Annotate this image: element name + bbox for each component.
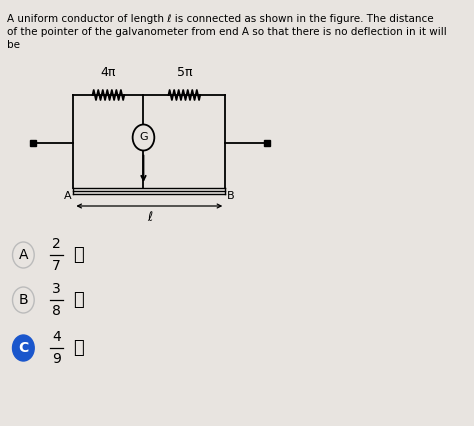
Circle shape bbox=[12, 335, 34, 361]
Text: 2: 2 bbox=[52, 237, 61, 251]
Text: 8: 8 bbox=[52, 304, 61, 318]
Text: of the pointer of the galvanometer from end A so that there is no deflection in : of the pointer of the galvanometer from … bbox=[7, 27, 447, 37]
Text: G: G bbox=[139, 132, 148, 143]
Text: 9: 9 bbox=[52, 352, 61, 366]
Text: B: B bbox=[227, 191, 235, 201]
Text: A: A bbox=[64, 191, 72, 201]
Text: A: A bbox=[18, 248, 28, 262]
Text: B: B bbox=[18, 293, 28, 307]
Text: A uniform conductor of length ℓ is connected as shown in the figure. The distanc: A uniform conductor of length ℓ is conne… bbox=[7, 14, 433, 24]
Text: C: C bbox=[18, 341, 28, 355]
Text: ℓ: ℓ bbox=[73, 246, 84, 264]
Text: 7: 7 bbox=[52, 259, 61, 273]
Text: 4: 4 bbox=[52, 330, 61, 344]
Text: ℓ: ℓ bbox=[73, 339, 84, 357]
Text: be: be bbox=[7, 40, 20, 50]
Text: 5π: 5π bbox=[177, 66, 192, 79]
Circle shape bbox=[133, 124, 155, 150]
Text: 4π: 4π bbox=[101, 66, 116, 79]
Text: ℓ: ℓ bbox=[147, 211, 152, 224]
Text: ℓ: ℓ bbox=[73, 291, 84, 309]
Text: 3: 3 bbox=[52, 282, 61, 296]
